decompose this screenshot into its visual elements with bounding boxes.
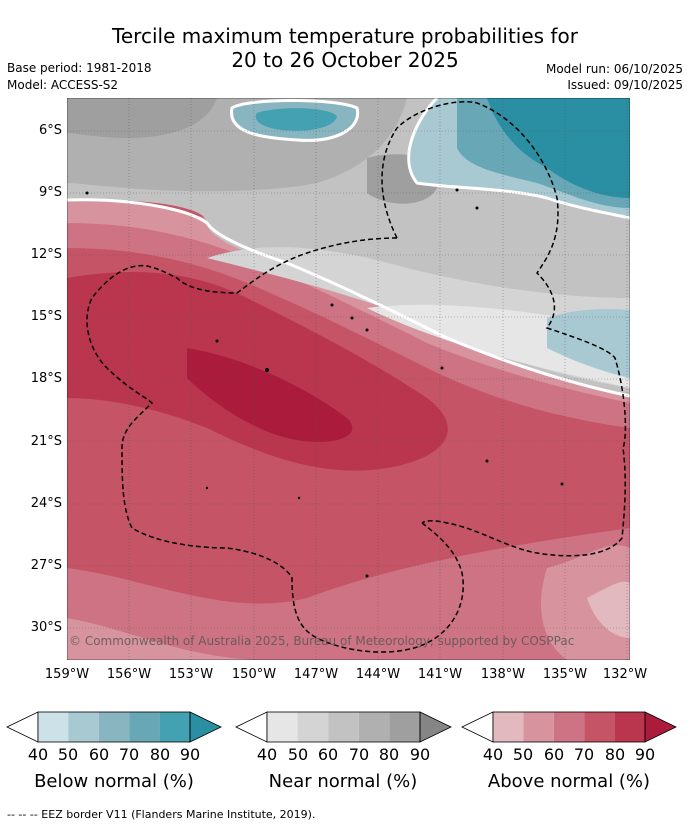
above-normal-60-southeast	[541, 545, 630, 660]
cb1-tick-40: 40	[27, 745, 49, 764]
near-normal-80-northwest	[67, 98, 217, 138]
lon-label-144w: 144°W	[355, 667, 401, 682]
issued-text: Issued: 09/10/2025	[567, 78, 683, 92]
cb2-tick-40: 40	[256, 745, 278, 764]
colorbar-below-normal	[6, 711, 222, 743]
lat-label-15s: 15°S	[30, 309, 62, 324]
cb3-tick-80: 80	[604, 745, 626, 764]
below-normal-core-northwest	[255, 108, 337, 131]
tercile-boundary-south	[67, 198, 630, 398]
lon-label-135w: 135°W	[542, 667, 588, 682]
colorbar-near-normal	[235, 711, 452, 743]
cb3-tick-60: 60	[543, 745, 565, 764]
lat-label-21s: 21°S	[30, 434, 62, 449]
above-normal-90-core	[187, 348, 353, 442]
colorbar-above-normal	[461, 711, 677, 743]
cb3-tick-40: 40	[482, 745, 504, 764]
lat-label-6s: 6°S	[38, 123, 62, 138]
chart-title-line2: 20 to 26 October 2025	[231, 48, 459, 72]
above-normal-70-band	[67, 198, 630, 428]
cb2-tick-90: 90	[409, 745, 431, 764]
copyright-text: © Commonwealth of Australia 2025, Bureau…	[69, 634, 575, 648]
map-gridlines	[67, 98, 630, 660]
cb3-tick-50: 50	[512, 745, 534, 764]
colorbar-label-near-normal: Near normal (%)	[268, 771, 418, 792]
island-markers	[85, 188, 564, 578]
lon-label-138w: 138°W	[480, 667, 526, 682]
lat-label-30s: 30°S	[30, 620, 62, 635]
tercile-boundary-northeast	[407, 98, 630, 220]
eez-borders	[86, 101, 627, 653]
lon-label-132w: 132°W	[602, 667, 648, 682]
lat-label-18s: 18°S	[30, 371, 62, 386]
lat-label-9s: 9°S	[38, 185, 62, 200]
lat-label-27s: 27°S	[30, 558, 62, 573]
lon-label-150w: 150°W	[231, 667, 277, 682]
lat-label-24s: 24°S	[30, 496, 62, 511]
cb1-tick-60: 60	[88, 745, 110, 764]
lon-label-156w: 156°W	[106, 667, 152, 682]
cb3-tick-70: 70	[573, 745, 595, 764]
model-text: Model: ACCESS-S2	[7, 78, 119, 92]
cb2-tick-50: 50	[287, 745, 309, 764]
colorbar-label-below-normal: Below normal (%)	[34, 771, 194, 792]
cb1-tick-90: 90	[179, 745, 201, 764]
model-run-text: Model run: 06/10/2025	[545, 62, 683, 76]
lon-label-141w: 141°W	[417, 667, 463, 682]
chart-title-line1: Tercile maximum temperature probabilitie…	[112, 24, 578, 48]
below-normal-90-northeast	[487, 98, 630, 198]
above-normal-60-southwest	[67, 618, 267, 660]
colorbar-label-above-normal: Above normal (%)	[487, 771, 651, 792]
cb2-tick-80: 80	[378, 745, 400, 764]
lon-label-159w: 159°W	[44, 667, 90, 682]
eez-footer-note: -- -- -- EEZ border V11 (Flanders Marine…	[7, 808, 316, 821]
tercile-boundary-northwest	[230, 99, 360, 142]
lon-label-147w: 147°W	[293, 667, 339, 682]
colorbars	[6, 711, 677, 743]
above-normal-50-southeast	[587, 581, 630, 638]
probability-map	[67, 98, 630, 660]
cb3-tick-90: 90	[634, 745, 656, 764]
lon-label-153w: 153°W	[168, 667, 214, 682]
cb1-tick-50: 50	[57, 745, 79, 764]
lat-label-12s: 12°S	[30, 247, 62, 262]
base-period-text: Base period: 1981-2018	[7, 61, 152, 75]
cb2-tick-70: 70	[348, 745, 370, 764]
cb2-tick-60: 60	[317, 745, 339, 764]
above-normal-70-south	[67, 528, 630, 660]
cb1-tick-80: 80	[149, 745, 171, 764]
cb1-tick-70: 70	[118, 745, 140, 764]
